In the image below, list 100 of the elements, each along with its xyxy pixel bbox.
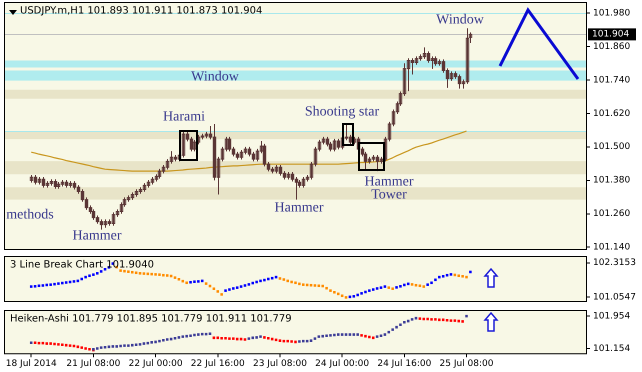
point bbox=[294, 282, 297, 284]
point bbox=[426, 318, 429, 320]
point bbox=[146, 272, 150, 276]
point bbox=[302, 283, 305, 286]
point bbox=[318, 284, 320, 288]
point bbox=[158, 273, 161, 276]
point bbox=[134, 272, 138, 274]
point bbox=[76, 346, 80, 348]
annotation: Shooting star bbox=[304, 104, 380, 120]
point bbox=[282, 340, 286, 342]
point bbox=[216, 336, 220, 340]
candlestick bbox=[332, 138, 336, 152]
point bbox=[438, 318, 441, 322]
point bbox=[240, 338, 242, 340]
point bbox=[236, 338, 238, 340]
point bbox=[360, 334, 363, 337]
chart-title: USDJPY.m,H1 101.893 101.911 101.873 101.904 bbox=[20, 6, 262, 17]
y-tick-label: 102.3153 bbox=[593, 258, 636, 268]
point bbox=[414, 284, 418, 286]
point bbox=[150, 272, 153, 276]
annotation: methods bbox=[6, 208, 54, 223]
point bbox=[64, 344, 68, 346]
x-tick-label: 22 Jul 16:00 bbox=[190, 358, 246, 369]
point bbox=[270, 338, 274, 340]
point bbox=[138, 272, 142, 275]
candlestick bbox=[120, 202, 124, 214]
point bbox=[185, 282, 188, 284]
x-tick-label: 22 Jul 00:00 bbox=[128, 358, 183, 369]
annotation: Hammer bbox=[274, 200, 324, 216]
point bbox=[450, 319, 452, 322]
point bbox=[142, 272, 146, 275]
candlestick bbox=[166, 158, 170, 170]
point bbox=[228, 337, 231, 340]
candlestick bbox=[170, 150, 174, 164]
point bbox=[410, 283, 414, 286]
point bbox=[182, 280, 184, 282]
annotation: Hammer bbox=[364, 174, 414, 190]
y-tick-label: 101.954 bbox=[593, 311, 630, 322]
candlestick bbox=[256, 148, 260, 162]
y-tick-label: 101.740 bbox=[593, 75, 630, 86]
point bbox=[461, 275, 464, 278]
point bbox=[344, 296, 348, 299]
point bbox=[461, 320, 464, 323]
point bbox=[391, 287, 394, 290]
annotation: Harami bbox=[163, 110, 206, 125]
point bbox=[127, 270, 130, 273]
point bbox=[45, 342, 48, 345]
point bbox=[53, 342, 56, 346]
point bbox=[290, 340, 293, 343]
point bbox=[336, 292, 340, 296]
point bbox=[290, 280, 293, 284]
point bbox=[286, 280, 289, 282]
point bbox=[174, 276, 176, 279]
point bbox=[422, 285, 426, 288]
point bbox=[321, 284, 324, 288]
point bbox=[278, 339, 282, 342]
x-tick-label: 25 Jul 08:00 bbox=[440, 358, 494, 369]
point bbox=[232, 337, 235, 340]
point bbox=[57, 343, 60, 346]
point bbox=[298, 282, 301, 286]
point bbox=[294, 340, 297, 344]
point bbox=[72, 344, 76, 348]
point bbox=[368, 336, 371, 338]
y-tick-label: 101.154 bbox=[593, 344, 630, 354]
point bbox=[154, 273, 157, 276]
candlestick bbox=[182, 131, 186, 158]
point bbox=[224, 336, 227, 340]
point bbox=[340, 294, 344, 298]
point bbox=[123, 270, 126, 272]
point bbox=[465, 276, 468, 278]
candlestick bbox=[158, 168, 162, 180]
point bbox=[418, 317, 422, 320]
point bbox=[446, 318, 448, 322]
point bbox=[80, 346, 84, 349]
point bbox=[286, 340, 289, 342]
point bbox=[457, 320, 460, 322]
ref-line-label: 101.904 bbox=[592, 30, 630, 40]
point bbox=[329, 289, 332, 292]
point bbox=[34, 341, 36, 344]
point bbox=[42, 342, 44, 344]
x-tick-label: 21 Jul 08:00 bbox=[66, 358, 121, 369]
candlestick bbox=[406, 58, 410, 92]
x-tick-label: 24 Jul 16:00 bbox=[377, 358, 432, 369]
point bbox=[372, 336, 375, 340]
point bbox=[457, 274, 460, 278]
point bbox=[418, 284, 422, 288]
y-tick-label: 101.620 bbox=[593, 108, 630, 119]
candlestick bbox=[422, 46, 426, 60]
point bbox=[220, 336, 223, 340]
point bbox=[454, 319, 456, 322]
x-tick-label: 24 Jul 00:00 bbox=[315, 358, 370, 369]
point bbox=[216, 290, 220, 293]
y-tick-label: 101.0547 bbox=[593, 292, 636, 302]
point bbox=[263, 336, 266, 339]
point bbox=[325, 286, 328, 290]
annotation: Tower bbox=[371, 188, 408, 203]
candlestick bbox=[466, 28, 470, 84]
point bbox=[212, 287, 216, 290]
point bbox=[310, 284, 312, 286]
point bbox=[333, 290, 336, 294]
